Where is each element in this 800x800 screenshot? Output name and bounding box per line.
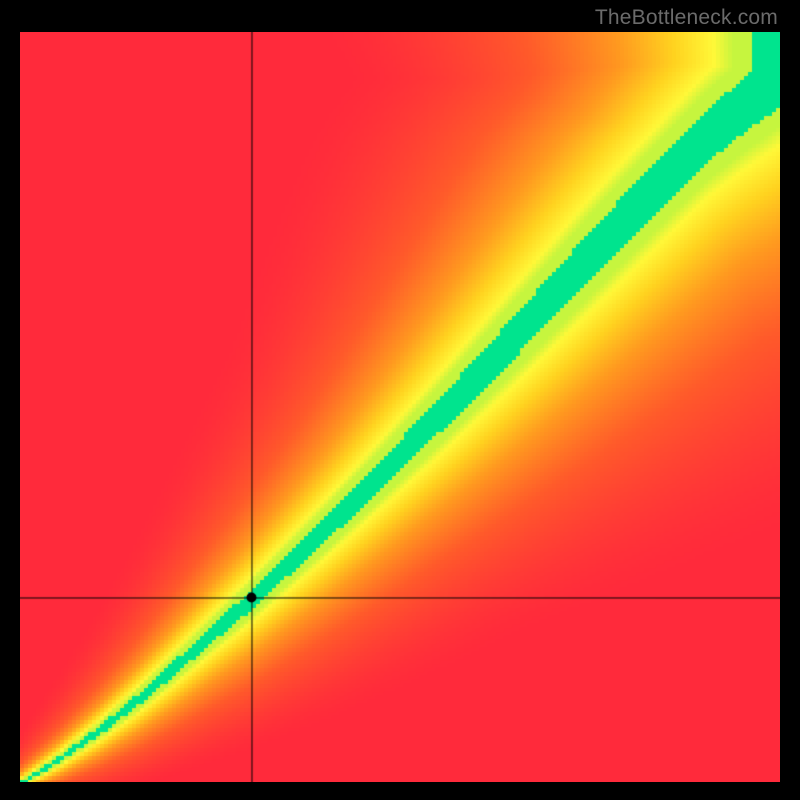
heatmap-plot bbox=[20, 32, 780, 782]
chart-container: TheBottleneck.com bbox=[0, 0, 800, 800]
attribution-label: TheBottleneck.com bbox=[595, 6, 778, 30]
heatmap-canvas bbox=[20, 32, 780, 782]
